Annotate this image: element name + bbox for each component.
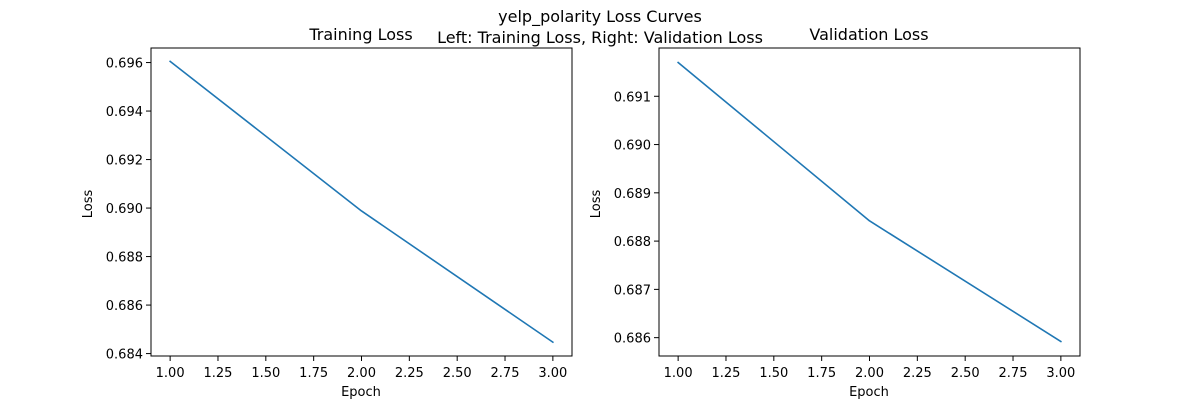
training-loss-xtick-label: 2.00 xyxy=(347,366,376,381)
validation-loss-xtick-label: 2.50 xyxy=(951,366,980,381)
training-loss-ytick-label: 0.692 xyxy=(106,154,143,169)
training-loss-ytick-label: 0.694 xyxy=(106,105,143,120)
training-loss-xtick-label: 3.00 xyxy=(538,366,567,381)
training-loss-xlabel: Epoch xyxy=(341,385,381,400)
validation-loss-ytick-label: 0.690 xyxy=(614,139,651,154)
figure-suptitle: yelp_polarity Loss Curves xyxy=(498,7,702,27)
validation-loss-xtick-label: 1.00 xyxy=(664,366,693,381)
validation-loss-ylabel: Loss xyxy=(589,190,604,219)
training-loss-xtick-label: 1.00 xyxy=(156,366,185,381)
training-loss-chart: Training Loss Epoch Loss 1.00 1.25 1.50 1.7… xyxy=(81,25,573,400)
training-loss-ytick-label: 0.690 xyxy=(106,202,143,217)
training-loss-title: Training Loss xyxy=(308,25,412,44)
validation-loss-xtick-label: 3.00 xyxy=(1046,366,1075,381)
validation-loss-xtick-label: 2.00 xyxy=(855,366,884,381)
validation-loss-ytick-label: 0.687 xyxy=(614,283,651,298)
validation-loss-xlabel: Epoch xyxy=(849,385,889,400)
training-loss-ytick-label: 0.686 xyxy=(106,299,143,314)
validation-loss-series-line xyxy=(677,61,1062,343)
validation-loss-ytick-label: 0.686 xyxy=(614,332,651,347)
training-loss-xtick-label: 2.75 xyxy=(491,366,520,381)
training-loss-ytick-label: 0.684 xyxy=(106,348,143,363)
validation-loss-ytick-label: 0.689 xyxy=(614,187,651,202)
training-loss-xtick-label: 1.25 xyxy=(204,366,233,381)
validation-loss-xtick-label: 1.75 xyxy=(807,366,836,381)
training-loss-axes-frame xyxy=(150,47,573,357)
validation-loss-ytick-label: 0.691 xyxy=(614,90,651,105)
validation-loss-ytick-label: 0.688 xyxy=(614,235,651,250)
training-loss-ytick-label: 0.688 xyxy=(106,251,143,266)
training-loss-series-line xyxy=(169,60,554,344)
training-loss-xtick-label: 2.25 xyxy=(395,366,424,381)
training-loss-ytick-label: 0.696 xyxy=(106,57,143,72)
figure-subtitle: Left: Training Loss, Right: Validation L… xyxy=(437,28,763,47)
validation-loss-chart: Validation Loss Epoch Loss 1.00 1.25 1.50 1… xyxy=(589,25,1081,400)
validation-loss-title: Validation Loss xyxy=(809,25,928,44)
validation-loss-xtick-label: 2.25 xyxy=(903,366,932,381)
validation-loss-axes-frame xyxy=(658,47,1081,357)
validation-loss-xtick-label: 1.25 xyxy=(712,366,741,381)
training-loss-xtick-label: 2.50 xyxy=(443,366,472,381)
training-loss-xtick-label: 1.50 xyxy=(251,366,280,381)
training-loss-xtick-label: 1.75 xyxy=(299,366,328,381)
validation-loss-xtick-label: 1.50 xyxy=(759,366,788,381)
training-loss-ylabel: Loss xyxy=(81,190,96,219)
validation-loss-xtick-label: 2.75 xyxy=(999,366,1028,381)
